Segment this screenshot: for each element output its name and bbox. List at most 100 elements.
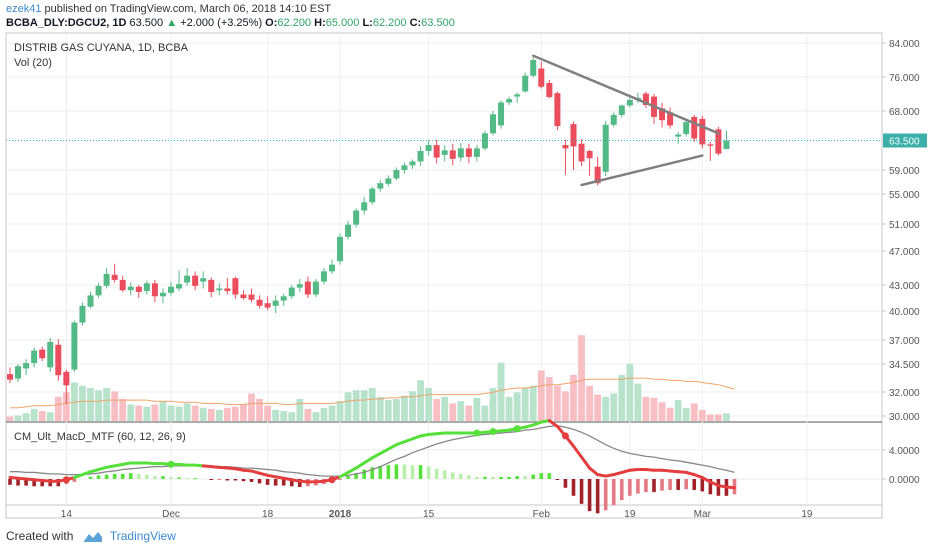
candle-body bbox=[490, 114, 496, 134]
macd-histogram-bar bbox=[289, 479, 294, 487]
volume-bar bbox=[449, 403, 457, 421]
volume-bar bbox=[280, 411, 288, 421]
candle-body bbox=[522, 75, 529, 92]
price-tick-label: 55.000 bbox=[889, 190, 920, 201]
change-arrow-icon: ▲ bbox=[166, 17, 178, 29]
price-change: +2.000 (+3.25%) bbox=[180, 17, 263, 29]
candle-body bbox=[7, 374, 13, 380]
last-price-tick-label: 63.500 bbox=[889, 137, 920, 148]
high-value: 65.000 bbox=[325, 17, 360, 29]
volume-bar bbox=[111, 391, 119, 421]
candle-body bbox=[312, 281, 319, 295]
price-tick-label: 34.500 bbox=[889, 360, 920, 371]
volume-bar bbox=[328, 405, 336, 421]
candle-body bbox=[63, 371, 70, 386]
macd-histogram-bar bbox=[233, 479, 238, 481]
macd-histogram-bar bbox=[652, 479, 656, 493]
macd-line-segment bbox=[547, 419, 559, 428]
candle-body bbox=[570, 124, 577, 147]
candle-body bbox=[23, 363, 30, 369]
macd-histogram-bar bbox=[515, 476, 519, 479]
volume-bar bbox=[46, 412, 54, 421]
volume-bar bbox=[223, 407, 231, 421]
volume-bar bbox=[14, 415, 22, 421]
volume-bar bbox=[215, 410, 223, 421]
high-label: H: bbox=[314, 17, 326, 29]
macd-histogram-bar bbox=[410, 465, 415, 479]
price-tick-label: 51.000 bbox=[889, 220, 920, 231]
macd-histogram-bar bbox=[185, 478, 189, 480]
macd-histogram-bar bbox=[708, 479, 713, 495]
time-tick-label: 18 bbox=[262, 509, 274, 520]
macd-histogram-bar bbox=[676, 479, 680, 490]
macd-histogram-bar bbox=[378, 465, 383, 479]
candle-body bbox=[151, 283, 158, 297]
volume-bar bbox=[360, 390, 368, 421]
candle-body bbox=[449, 150, 456, 159]
macd-histogram-bar bbox=[692, 479, 697, 490]
macd-histogram-bar bbox=[628, 479, 632, 496]
volume-bar bbox=[248, 393, 255, 421]
triangle-trendlines[interactable] bbox=[532, 54, 720, 187]
candle-body bbox=[272, 300, 279, 306]
author-link[interactable]: ezek41 bbox=[6, 3, 42, 15]
macd-histogram-bar bbox=[249, 479, 254, 482]
candle-body bbox=[538, 68, 545, 87]
volume-bar bbox=[199, 407, 207, 421]
candle-body bbox=[208, 279, 215, 292]
candle-body bbox=[465, 148, 472, 157]
candle-body bbox=[264, 303, 271, 308]
candle-body bbox=[586, 150, 593, 159]
candle-body bbox=[506, 99, 513, 103]
macd-histogram-bar bbox=[700, 479, 705, 492]
candle-body bbox=[184, 275, 191, 283]
candle-body bbox=[248, 294, 255, 300]
time-axis[interactable]: 14 Dec 18 2018 15 Feb 19 Mar 19 bbox=[61, 509, 813, 520]
candle-body bbox=[602, 124, 609, 172]
volume-bar bbox=[167, 405, 175, 421]
volume-bar bbox=[690, 403, 698, 421]
volume-bar bbox=[191, 405, 199, 421]
macd-histogram-bar bbox=[112, 473, 117, 479]
volume-bar bbox=[54, 396, 62, 421]
macd-histogram-bar bbox=[467, 475, 471, 479]
volume-bar bbox=[417, 380, 424, 421]
macd-histogram-bar bbox=[523, 476, 527, 479]
volume-bar bbox=[489, 388, 497, 421]
macd-histogram-bar bbox=[644, 479, 648, 493]
candle-body bbox=[168, 286, 174, 293]
candle-body bbox=[707, 144, 714, 146]
macd-histogram-bar bbox=[539, 473, 544, 479]
volume-bar bbox=[272, 410, 280, 421]
macd-line-segment bbox=[346, 466, 358, 474]
volume-bars bbox=[6, 335, 730, 421]
volume-bar bbox=[207, 408, 215, 421]
candle-body bbox=[498, 102, 505, 126]
candle-body bbox=[95, 285, 102, 296]
macd-histogram-bar bbox=[128, 473, 133, 479]
tradingview-link[interactable]: TradingView bbox=[109, 529, 176, 543]
volume-bar bbox=[151, 404, 159, 421]
macd-histogram-bar bbox=[370, 467, 375, 479]
macd-histogram-bar bbox=[40, 479, 44, 487]
volume-bar bbox=[473, 397, 481, 421]
candle-body bbox=[79, 305, 86, 323]
price-axis[interactable]: 84.000 76.000 68.000 63.500 59.000 55.000 51.0… bbox=[882, 39, 927, 423]
candle-body bbox=[514, 94, 521, 97]
volume-ma-line bbox=[10, 377, 735, 409]
volume-bar bbox=[119, 399, 127, 421]
last-price-badge bbox=[883, 133, 927, 148]
macd-line-segment bbox=[580, 455, 592, 470]
candle-body bbox=[642, 93, 649, 106]
macd-cross-dot bbox=[561, 432, 569, 440]
macd-histogram-bar bbox=[16, 479, 20, 486]
candle-body bbox=[667, 112, 674, 126]
chart-frame bbox=[5, 32, 883, 519]
macd-histogram-bar bbox=[636, 479, 640, 494]
candle-body bbox=[481, 133, 488, 149]
price-tick-label: 84.000 bbox=[889, 39, 920, 50]
candle-body bbox=[320, 271, 327, 282]
volume-bar bbox=[570, 374, 577, 421]
candle-body bbox=[433, 145, 440, 158]
